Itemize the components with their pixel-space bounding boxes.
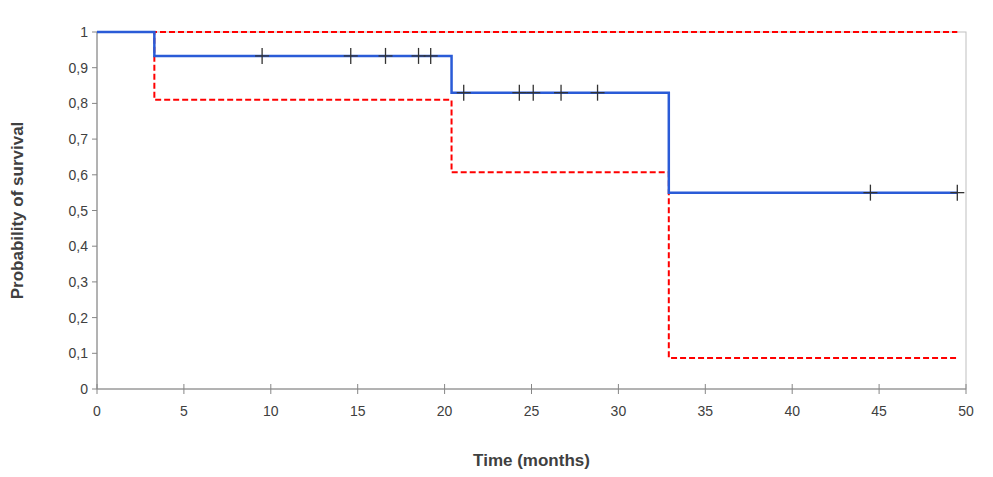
x-tick [531, 384, 532, 394]
censor-mark-v [261, 48, 262, 64]
x-tick [879, 384, 880, 394]
x-tick [270, 384, 271, 394]
y-tick-label: 1 [80, 24, 88, 40]
y-tick-label: 0,5 [69, 203, 89, 219]
censor-mark [344, 48, 358, 64]
y-tick [92, 281, 97, 282]
censor-mark [512, 85, 526, 101]
y-tick [92, 317, 97, 318]
x-tick-label: 40 [784, 403, 800, 419]
y-tick [92, 246, 97, 247]
x-tick-label: 20 [437, 403, 453, 419]
censor-mark-v [418, 48, 419, 64]
censor-mark [379, 48, 393, 64]
censor-mark [457, 85, 471, 101]
x-tick-label: 45 [871, 403, 887, 419]
y-tick [92, 103, 97, 104]
censor-mark-v [385, 48, 386, 64]
y-tick [92, 32, 97, 33]
censor-mark-v [870, 185, 871, 201]
y-tick-label: 0,2 [69, 310, 89, 326]
x-tick [444, 384, 445, 394]
censor-mark [863, 185, 877, 201]
censor-mark-v [350, 48, 351, 64]
y-tick-label: 0,8 [69, 95, 89, 111]
x-tick-label: 5 [180, 403, 188, 419]
y-tick [92, 389, 97, 390]
censor-mark-v [533, 85, 534, 101]
censor-mark [412, 48, 426, 64]
y-tick [92, 353, 97, 354]
x-tick-label: 25 [524, 403, 540, 419]
x-tick-label: 30 [611, 403, 627, 419]
x-tick [357, 384, 358, 394]
y-tick [92, 139, 97, 140]
x-tick [966, 384, 967, 394]
x-tick [183, 384, 184, 394]
x-tick-label: 35 [698, 403, 714, 419]
y-tick-label: 0,7 [69, 131, 89, 147]
x-tick-label: 0 [93, 403, 101, 419]
censor-mark [255, 48, 269, 64]
x-axis-title: Time (months) [473, 451, 590, 470]
survival-step-line [97, 32, 957, 193]
y-tick [92, 210, 97, 211]
censor-mark-v [430, 48, 431, 64]
y-tick-label: 0,9 [69, 60, 89, 76]
y-tick-label: 0,6 [69, 167, 89, 183]
y-tick-label: 0,4 [69, 238, 89, 254]
y-tick-label: 0,1 [69, 345, 89, 361]
censor-mark [554, 85, 568, 101]
censor-mark-v [560, 85, 561, 101]
censor-mark [950, 185, 964, 201]
chart: 0 5 10 15 20 25 30 35 40 45 50 0 0,1 0,2 0,3 0,4 0,5 0,6 0… [0, 0, 993, 477]
y-tick [92, 67, 97, 68]
censor-mark [591, 85, 605, 101]
censor-mark-v [597, 85, 598, 101]
x-tick-label: 15 [350, 403, 366, 419]
x-tick-label: 50 [958, 403, 974, 419]
y-tick-label: 0 [80, 381, 88, 397]
confidence-step-line [97, 32, 957, 358]
x-tick [618, 384, 619, 394]
censor-mark [424, 48, 438, 64]
censor-mark-v [957, 185, 958, 201]
y-tick-label: 0,3 [69, 274, 89, 290]
censor-mark-v [519, 85, 520, 101]
plot-data [97, 32, 964, 358]
x-tick [792, 384, 793, 394]
x-tick [705, 384, 706, 394]
y-tick [92, 174, 97, 175]
y-axis-title: Probability of survival [8, 122, 27, 300]
x-tick-label: 10 [263, 403, 279, 419]
confidence-step-line [97, 31, 957, 33]
censor-mark-v [463, 85, 464, 101]
plot-frame [97, 32, 966, 389]
censor-mark [526, 85, 540, 101]
